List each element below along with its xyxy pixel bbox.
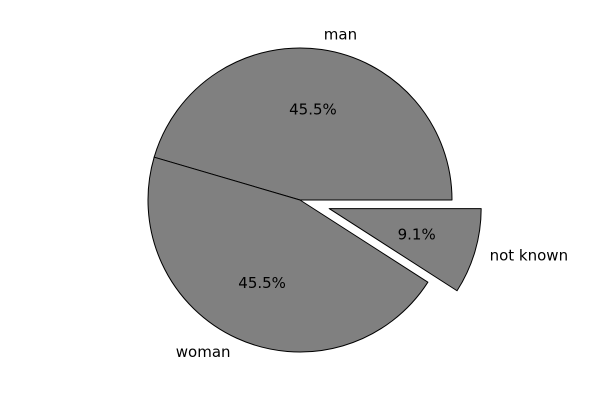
- pie-slice-woman: [147, 156, 429, 353]
- pct-label-man: 45.5%: [289, 101, 337, 119]
- slice-label-man: man: [324, 26, 357, 44]
- pct-label-not-known: 9.1%: [398, 225, 436, 243]
- slice-label-woman: woman: [176, 343, 231, 361]
- pct-label-woman: 45.5%: [238, 274, 286, 292]
- pie-slice-not-known: [328, 208, 482, 292]
- pie-slice-man: [153, 47, 453, 201]
- slice-label-not-known: not known: [490, 247, 568, 265]
